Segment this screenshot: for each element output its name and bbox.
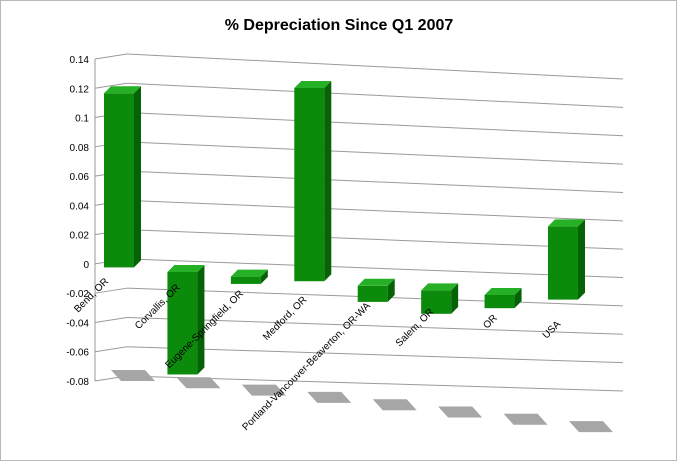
bar-shadow-bend-or xyxy=(111,370,155,381)
y-tick-label: 0 xyxy=(83,260,89,271)
bar-salem-or xyxy=(421,283,459,314)
bar-side-medford-or xyxy=(324,81,332,282)
bar-eugene-springfield-or xyxy=(230,269,268,284)
gridline-back xyxy=(126,170,624,193)
bar-front-usa xyxy=(548,226,578,300)
gridline-side xyxy=(94,316,128,323)
bar-shadow-eugene-springfield-or xyxy=(241,384,286,396)
bar-front-portland-vancouver-beaverton-or-wa xyxy=(357,285,388,302)
gridline-back xyxy=(126,112,624,137)
bar-front-medford-or xyxy=(294,88,325,282)
bar-front-bend-or xyxy=(104,93,134,268)
gridline-back xyxy=(126,258,624,279)
bar-side-eugene-springfield-or xyxy=(260,269,268,284)
bar-front-eugene-springfield-or xyxy=(230,276,261,284)
gridline-side xyxy=(94,346,128,353)
bar-shadow-corvallis-or xyxy=(176,377,221,389)
bar-side-corvallis-or xyxy=(197,265,205,375)
y-tick-label: 0.02 xyxy=(70,231,90,242)
bar-side-or xyxy=(514,288,522,309)
y-tick-label: 0.12 xyxy=(70,84,90,95)
category-label-portland-vancouver-beaverton-or-wa: Portland-Vancouver-Beaverton, OR-WA xyxy=(240,300,373,433)
y-tick-label: 0.1 xyxy=(75,114,89,125)
y-tick-label: 0.04 xyxy=(70,201,90,212)
bar-top-portland-vancouver-beaverton-or-wa xyxy=(357,278,395,286)
bar-or xyxy=(484,288,522,309)
y-axis-ticks: 0.14 0.12 0.1 0.08 0.06 0.04 0.02 0 -0.02 -0.04 -0… xyxy=(66,55,89,388)
y-tick-label: -0.06 xyxy=(66,348,89,359)
bar-side-portland-vancouver-beaverton-or-wa xyxy=(387,278,395,302)
y-tick-label: -0.08 xyxy=(66,377,89,388)
bar-front-or xyxy=(484,295,515,309)
bar-side-bend-or xyxy=(134,86,141,268)
bar-side-salem-or xyxy=(451,283,459,314)
floor-shadows xyxy=(111,370,613,433)
category-label-or: OR xyxy=(481,313,499,331)
bar-top-usa xyxy=(548,219,585,227)
gridline-back xyxy=(126,199,624,222)
gridline-back xyxy=(126,53,624,80)
y-tick-label: 0.08 xyxy=(70,143,90,154)
bar-front-salem-or xyxy=(421,290,452,314)
bar-shadow-usa xyxy=(569,421,613,433)
gridline-back xyxy=(126,346,624,364)
gridline-back xyxy=(126,229,624,250)
gridline-side xyxy=(94,53,128,60)
y-tick-label: 0.06 xyxy=(70,172,90,183)
bar-shadow-or xyxy=(503,413,548,425)
bar-front-corvallis-or xyxy=(167,272,198,375)
bar-top-corvallis-or xyxy=(167,265,205,273)
bar-shadow-medford-or xyxy=(307,391,352,403)
category-label-medford-or: Medford, OR xyxy=(261,295,309,343)
bar-portland-vancouver-beaverton-or-wa xyxy=(357,278,395,302)
bar-corvallis-or xyxy=(167,265,205,375)
bar-usa xyxy=(548,219,585,300)
bar-shadow-salem-or xyxy=(438,406,483,418)
chart-title: % Depreciation Since Q1 2007 xyxy=(225,17,454,34)
bar-top-or xyxy=(484,288,522,296)
bar-top-medford-or xyxy=(294,81,332,89)
bars xyxy=(104,81,585,375)
y-tick-label: 0.14 xyxy=(70,55,90,66)
bar-shadow-portland-vancouver-beaverton-or-wa xyxy=(372,399,417,411)
bar-bend-or xyxy=(104,86,141,268)
gridline-back xyxy=(126,316,624,335)
category-label-usa: USA xyxy=(541,319,564,342)
gridline-side xyxy=(94,82,128,89)
y-tick-label: -0.02 xyxy=(66,289,89,300)
gridline-side xyxy=(94,287,128,294)
y-tick-label: -0.04 xyxy=(66,318,89,329)
bar-top-bend-or xyxy=(104,86,141,94)
gridline-back xyxy=(126,82,624,108)
bar-side-usa xyxy=(578,219,585,300)
gridline-back xyxy=(126,141,624,165)
bar-top-salem-or xyxy=(421,283,459,291)
bar-medford-or xyxy=(294,81,332,282)
bar-top-eugene-springfield-or xyxy=(230,269,268,277)
